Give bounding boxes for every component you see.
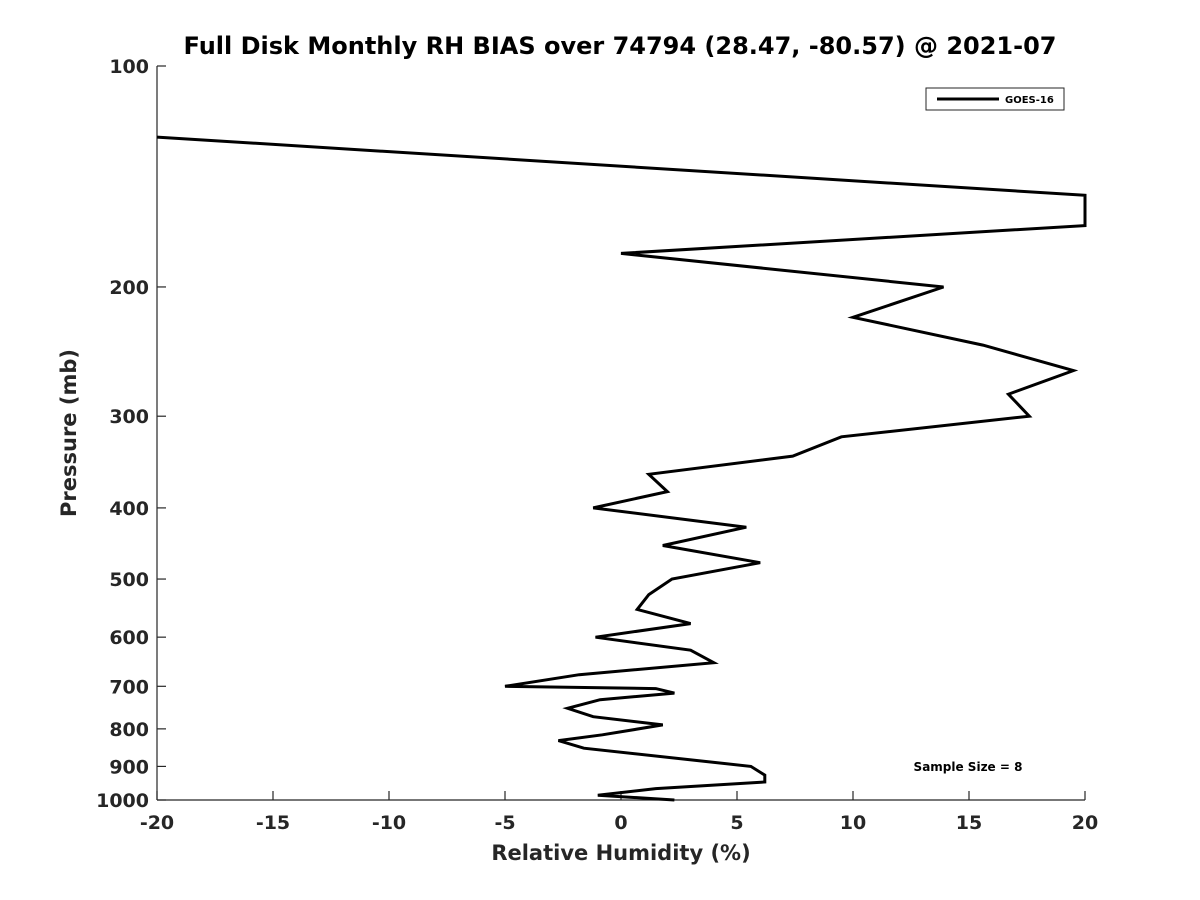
sample-size-annotation: Sample Size = 8	[914, 760, 1023, 774]
series-line-goes-16	[156, 135, 1087, 802]
legend: GOES-16	[925, 87, 1065, 111]
x-tick-label: 5	[730, 812, 743, 834]
x-tick-label: 10	[840, 812, 866, 834]
x-tick-label: 0	[614, 812, 627, 834]
chart-title: Full Disk Monthly RH BIAS over 74794 (28…	[184, 32, 1057, 60]
y-tick-label: 300	[109, 406, 149, 428]
y-tick-label: 800	[109, 719, 149, 741]
x-tick-label: -15	[256, 812, 290, 834]
x-tick-label: 15	[956, 812, 982, 834]
x-axis-ticks: -20 -15 -10 -5 0 5 10 15 20	[140, 791, 1098, 834]
y-tick-label: 100	[109, 56, 149, 78]
y-tick-label: 900	[109, 756, 149, 778]
x-tick-label: -10	[372, 812, 406, 834]
legend-label-goes-16: GOES-16	[1005, 95, 1054, 106]
y-axis-ticks: 100 200 300 400 500 600 700 800 900 1000	[96, 56, 166, 812]
y-tick-label: 500	[109, 569, 149, 591]
y-tick-label: 700	[109, 676, 149, 698]
y-tick-label: 400	[109, 498, 149, 520]
y-tick-label: 200	[109, 277, 149, 299]
x-tick-label: -20	[140, 812, 174, 834]
x-axis-label: Relative Humidity (%)	[491, 841, 750, 865]
x-tick-label: 20	[1072, 812, 1098, 834]
y-tick-label: 600	[109, 627, 149, 649]
x-tick-label: -5	[494, 812, 515, 834]
plot-area: -20 -15 -10 -5 0 5 10 15 20 100 200 300 400 500 600 70…	[96, 56, 1098, 834]
y-axis-label: Pressure (mb)	[57, 349, 81, 517]
y-tick-label: 1000	[96, 790, 149, 812]
